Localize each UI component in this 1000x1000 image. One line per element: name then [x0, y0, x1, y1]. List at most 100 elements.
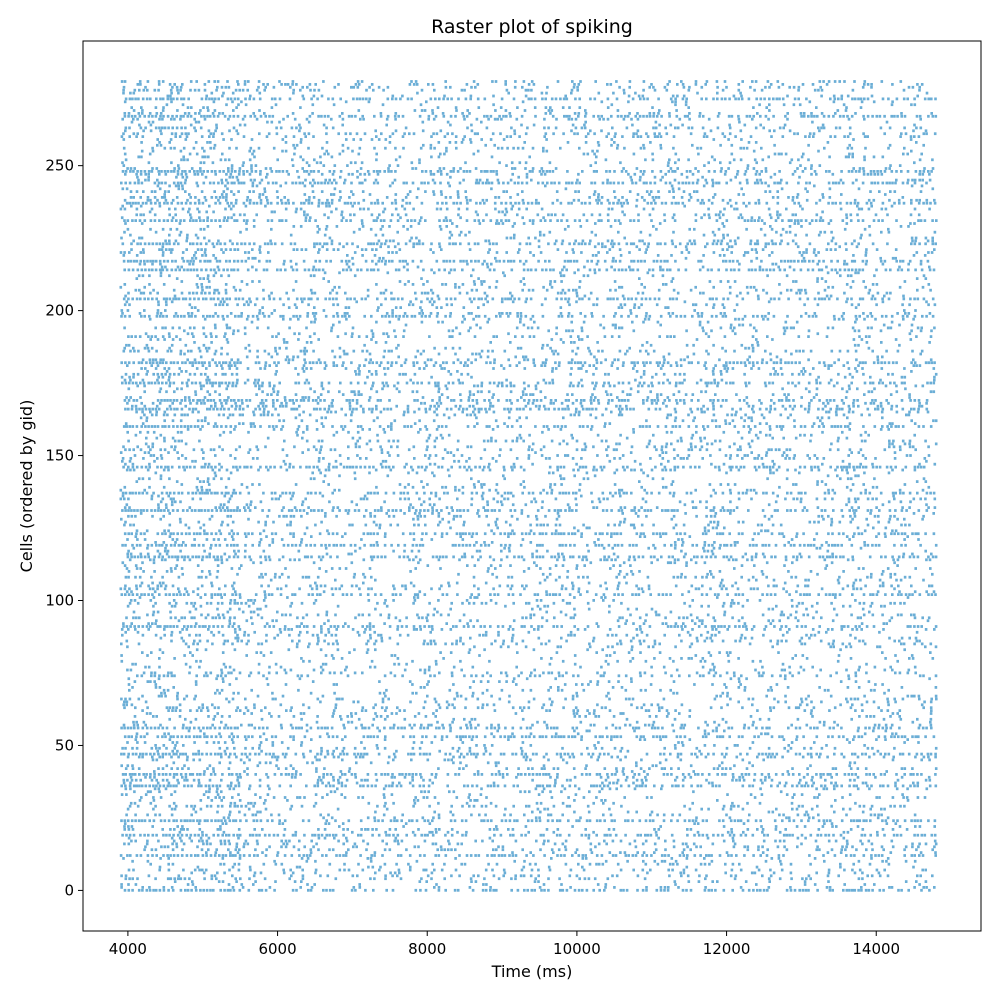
spike-marker — [683, 735, 687, 739]
spike-marker — [258, 575, 261, 579]
spike-marker — [916, 625, 920, 628]
spike-marker — [293, 880, 297, 883]
spike-marker — [559, 610, 563, 614]
spike-marker — [633, 773, 636, 776]
spike-marker — [161, 735, 164, 739]
spike-marker — [761, 572, 765, 576]
spike-marker — [655, 888, 659, 892]
spike-marker — [918, 697, 921, 701]
spike-marker — [415, 819, 419, 823]
spike-marker — [129, 781, 132, 785]
spike-marker — [509, 833, 512, 837]
spike-marker — [344, 622, 347, 625]
spike-marker — [236, 706, 239, 710]
spike-marker — [769, 709, 772, 712]
spike-marker — [747, 578, 751, 582]
spike-marker — [599, 584, 602, 588]
spike-marker — [342, 625, 345, 628]
spike-marker — [433, 810, 436, 814]
spike-marker — [236, 735, 239, 739]
spike-marker — [457, 773, 461, 776]
spike-marker — [601, 648, 604, 652]
spike-marker — [733, 842, 737, 846]
spike-marker — [918, 854, 921, 857]
spike-marker — [260, 616, 264, 620]
spike-marker — [913, 694, 916, 698]
spike-marker — [653, 639, 657, 643]
spike-marker — [270, 813, 273, 817]
spike-marker — [464, 735, 467, 739]
spike-marker — [534, 877, 537, 881]
spike-marker — [337, 839, 340, 843]
spike-marker — [679, 752, 683, 756]
spike-marker — [182, 723, 185, 727]
spike-marker — [581, 857, 585, 860]
spike-marker — [299, 630, 302, 634]
spike-marker — [482, 633, 485, 637]
spike-marker — [241, 610, 245, 614]
spike-marker — [264, 596, 267, 599]
spike-marker — [721, 691, 725, 695]
spike-marker — [204, 593, 207, 596]
spike-marker — [196, 773, 199, 776]
spike-marker — [176, 735, 179, 739]
spike-marker — [358, 883, 361, 886]
spike-marker — [600, 787, 604, 791]
spike-marker — [869, 833, 872, 837]
spike-marker — [140, 674, 144, 678]
spike-marker — [526, 888, 529, 892]
spike-marker — [440, 738, 444, 741]
spike-marker — [777, 857, 781, 860]
spike-marker — [192, 604, 195, 608]
spike-marker — [367, 599, 371, 602]
spike-marker — [484, 804, 488, 808]
spike-marker — [266, 726, 269, 730]
spike-marker — [865, 662, 868, 666]
spike-marker — [686, 845, 689, 849]
spike-marker — [273, 888, 276, 892]
spike-marker — [276, 854, 279, 857]
spike-marker — [353, 671, 357, 675]
spike-marker — [157, 726, 160, 730]
spike-marker — [534, 816, 538, 820]
spike-marker — [757, 735, 760, 739]
spike-marker — [170, 767, 173, 770]
spike-marker — [204, 671, 208, 675]
spike-marker — [171, 848, 175, 852]
spike-marker — [125, 700, 129, 704]
spike-marker — [190, 871, 193, 875]
spike-marker — [398, 633, 402, 637]
spike-marker — [394, 836, 398, 840]
spike-marker — [458, 767, 461, 770]
spike-marker — [122, 752, 126, 756]
spike-marker — [260, 709, 263, 712]
spike-marker — [748, 746, 752, 750]
spike-marker — [694, 773, 697, 776]
spike-marker — [276, 851, 280, 854]
spike-marker — [343, 868, 346, 872]
spike-marker — [779, 859, 782, 863]
spike-marker — [400, 819, 403, 823]
spike-marker — [692, 770, 695, 773]
spike-marker — [278, 822, 281, 825]
spike-marker — [258, 726, 261, 730]
spike-marker — [726, 691, 729, 695]
spike-marker — [913, 590, 917, 594]
spike-marker — [470, 717, 474, 721]
spike-marker — [159, 584, 163, 588]
spike-marker — [861, 842, 864, 846]
spike-marker — [872, 729, 875, 733]
spike-marker — [631, 572, 635, 576]
spike-marker — [161, 752, 165, 756]
spike-marker — [759, 659, 762, 663]
spike-marker — [146, 839, 149, 843]
spike-marker — [330, 726, 334, 730]
spike-marker — [889, 726, 893, 730]
spike-marker — [647, 587, 651, 591]
spike-marker — [215, 848, 218, 852]
spike-marker — [875, 593, 879, 596]
spike-marker — [218, 691, 221, 695]
spike-marker — [841, 587, 845, 591]
spike-marker — [913, 625, 916, 628]
